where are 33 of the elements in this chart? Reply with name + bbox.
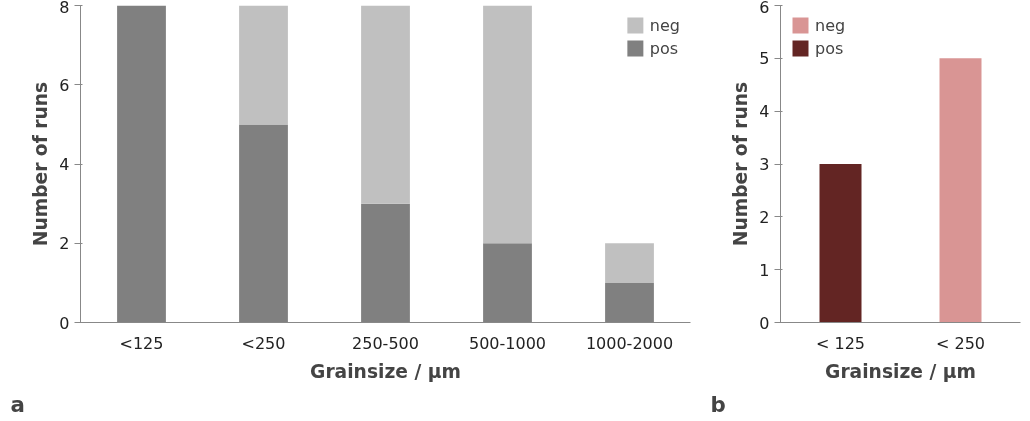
x-tick-label: <250 — [241, 333, 286, 353]
y-tick-label: 6 — [59, 75, 70, 95]
legend-label: pos — [649, 38, 679, 58]
x-axis-title: Grainsize / µm — [825, 360, 976, 382]
legend-label: neg — [649, 15, 680, 35]
text: a — [10, 391, 25, 417]
x-tick-label: 250-500 — [352, 333, 419, 353]
y-tick-label: 2 — [759, 207, 770, 227]
x-tick-label: <125 — [119, 333, 164, 353]
text: b — [710, 391, 726, 417]
y-axis-title: Number of runs — [30, 81, 52, 247]
y-tick-label: 1 — [759, 260, 770, 280]
x-axis-title: Grainsize / µm — [310, 360, 461, 382]
legend-label: neg — [815, 15, 846, 35]
x-tick-label: 500-1000 — [468, 333, 547, 353]
y-tick-label: 0 — [59, 313, 70, 333]
bar — [239, 5, 288, 125]
y-tick-label: 0 — [759, 313, 770, 333]
bar — [605, 243, 654, 283]
y-tick-label: 4 — [759, 102, 770, 122]
x-tick-label: 1000-2000 — [585, 333, 674, 353]
y-tick-label: 6 — [759, 0, 770, 17]
y-tick-label: 8 — [59, 0, 70, 17]
y-tick-label: 4 — [59, 155, 70, 174]
bar — [483, 5, 532, 244]
y-tick-label: 3 — [759, 155, 770, 174]
x-tick-label: < 250 — [935, 333, 986, 353]
y-tick-label: 2 — [59, 234, 70, 254]
y-tick-label: 5 — [759, 49, 770, 69]
y-axis-title: Number of runs — [730, 81, 752, 247]
bar — [361, 5, 410, 204]
x-tick-label: < 125 — [815, 333, 866, 353]
legend-label: pos — [815, 38, 844, 58]
